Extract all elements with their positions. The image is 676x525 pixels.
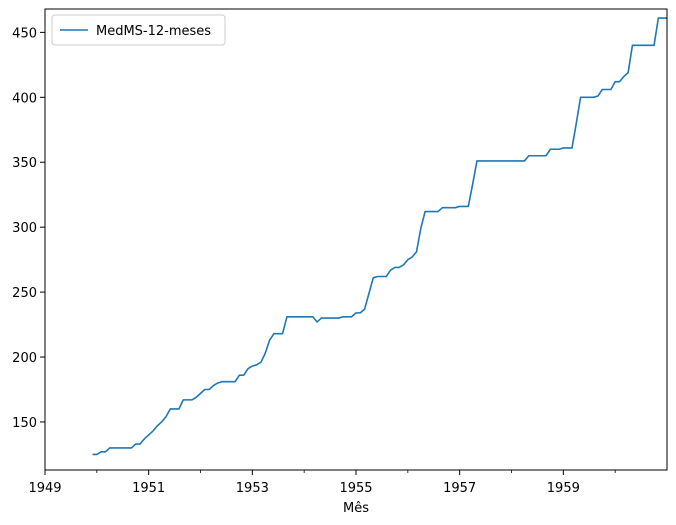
- y-tick-label: 150: [12, 416, 37, 431]
- legend-box: [51, 14, 226, 46]
- x-tick-label: 1949: [28, 481, 61, 496]
- x-axis-label: Mês: [343, 501, 369, 516]
- x-tick-label: 1957: [443, 481, 476, 496]
- axes-layer: 1949 1951 1953 1955 1957 1959 150 200 250 300 350 4…: [12, 8, 668, 496]
- x-tick-label: 1955: [339, 481, 372, 496]
- y-tick-label: 350: [12, 156, 37, 171]
- y-tick-label: 300: [12, 221, 37, 236]
- y-tick-label: 450: [12, 26, 37, 41]
- y-tick-label: 400: [12, 91, 37, 106]
- x-tick-label: 1953: [236, 481, 269, 496]
- y-tick-label: 250: [12, 286, 37, 301]
- series-line-0: [92, 17, 667, 456]
- y-tick-label: 200: [12, 351, 37, 366]
- x-tick-label: 1959: [547, 481, 580, 496]
- legend-label: MedMS-12-meses: [96, 24, 211, 39]
- x-tick-label: 1951: [132, 481, 165, 496]
- legend: MedMS-12-meses: [51, 14, 226, 46]
- series-layer: [92, 17, 667, 456]
